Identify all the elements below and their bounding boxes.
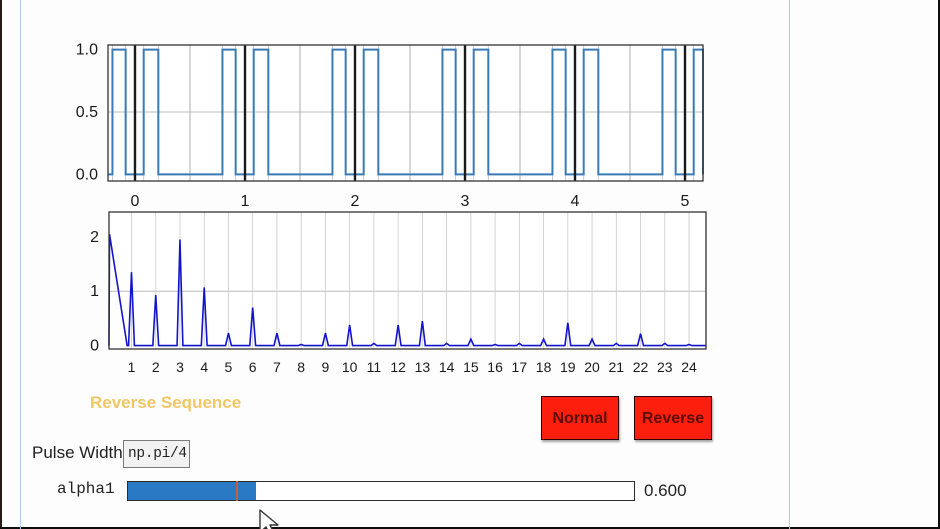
svg-text:4: 4 bbox=[571, 193, 580, 210]
svg-text:4: 4 bbox=[200, 359, 208, 375]
svg-text:5: 5 bbox=[225, 359, 233, 375]
svg-text:18: 18 bbox=[536, 359, 552, 375]
svg-text:17: 17 bbox=[512, 359, 528, 375]
svg-text:2: 2 bbox=[152, 359, 160, 375]
svg-text:0: 0 bbox=[90, 338, 99, 355]
svg-text:19: 19 bbox=[560, 359, 576, 375]
svg-text:14: 14 bbox=[439, 359, 455, 375]
svg-text:12: 12 bbox=[390, 359, 406, 375]
svg-text:1: 1 bbox=[90, 283, 99, 300]
svg-text:15: 15 bbox=[463, 359, 479, 375]
svg-text:2: 2 bbox=[90, 229, 99, 246]
svg-text:22: 22 bbox=[633, 359, 649, 375]
svg-text:16: 16 bbox=[487, 359, 503, 375]
svg-text:1: 1 bbox=[241, 193, 250, 210]
svg-text:11: 11 bbox=[367, 359, 382, 375]
svg-text:2: 2 bbox=[351, 193, 360, 210]
svg-text:5: 5 bbox=[681, 193, 690, 210]
svg-text:0.0: 0.0 bbox=[76, 166, 98, 183]
svg-text:3: 3 bbox=[461, 193, 470, 210]
svg-text:10: 10 bbox=[342, 359, 358, 375]
svg-text:8: 8 bbox=[297, 359, 305, 375]
svg-text:24: 24 bbox=[681, 359, 697, 375]
svg-text:21: 21 bbox=[609, 359, 625, 375]
svg-text:9: 9 bbox=[322, 359, 330, 375]
svg-text:13: 13 bbox=[415, 359, 431, 375]
svg-text:1.0: 1.0 bbox=[76, 42, 98, 59]
svg-text:6: 6 bbox=[249, 359, 257, 375]
svg-text:0: 0 bbox=[131, 193, 140, 210]
svg-text:3: 3 bbox=[176, 359, 184, 375]
svg-text:23: 23 bbox=[657, 359, 673, 375]
svg-text:20: 20 bbox=[584, 359, 600, 375]
svg-text:0.5: 0.5 bbox=[76, 104, 98, 121]
svg-text:1: 1 bbox=[128, 359, 136, 375]
svg-text:7: 7 bbox=[273, 359, 281, 375]
